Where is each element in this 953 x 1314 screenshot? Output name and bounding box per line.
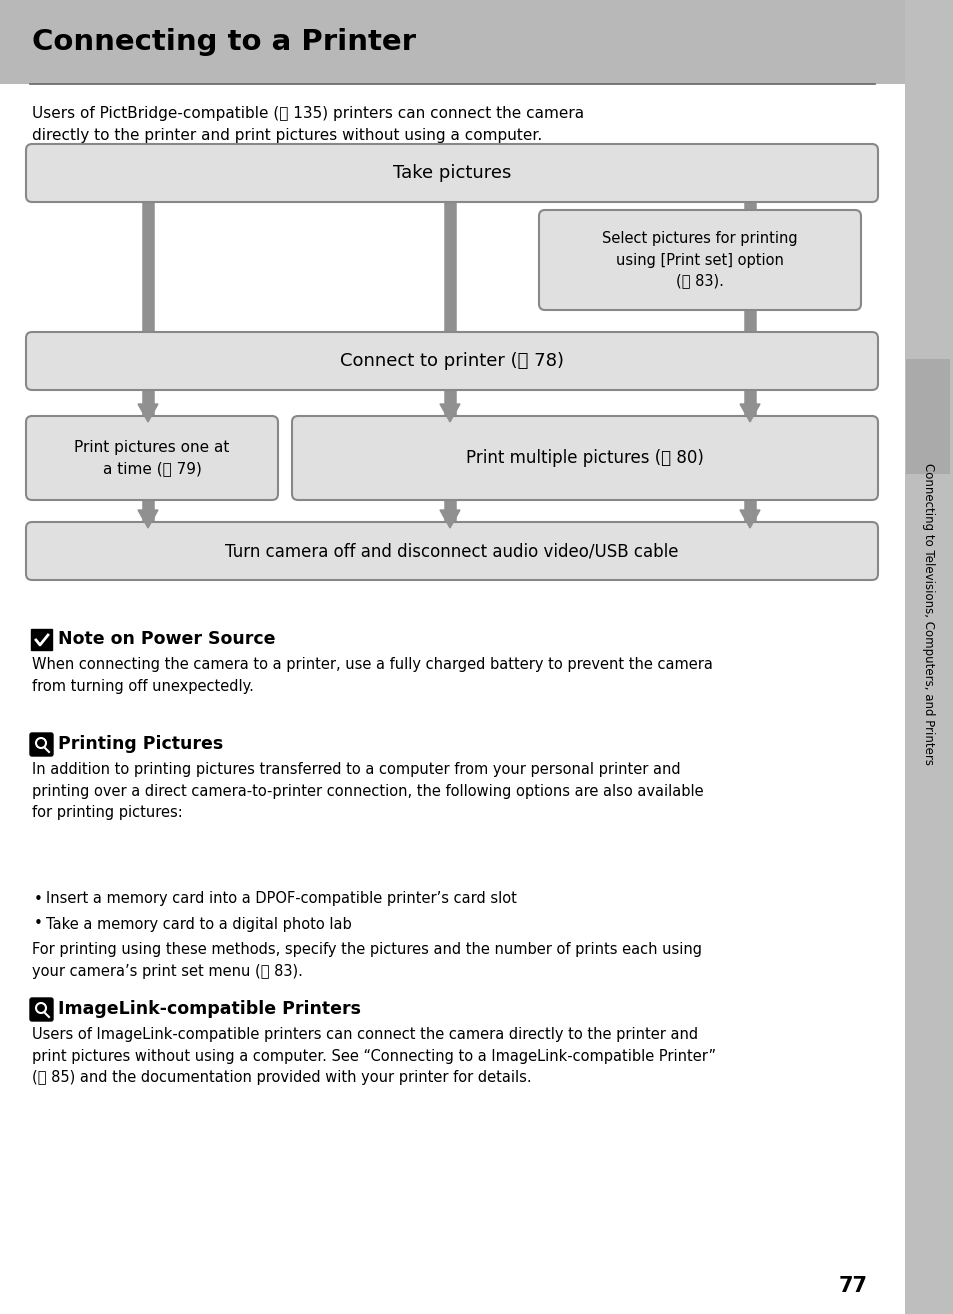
FancyBboxPatch shape: [905, 359, 949, 474]
Text: Select pictures for printing
using [Print set] option
(⓸ 83).: Select pictures for printing using [Prin…: [601, 231, 797, 289]
Polygon shape: [740, 510, 760, 528]
FancyBboxPatch shape: [30, 999, 53, 1021]
Text: Print multiple pictures (⓸ 80): Print multiple pictures (⓸ 80): [466, 449, 703, 466]
FancyBboxPatch shape: [0, 0, 904, 1314]
Text: Connect to printer (⓸ 78): Connect to printer (⓸ 78): [339, 352, 563, 371]
FancyBboxPatch shape: [0, 0, 904, 84]
FancyBboxPatch shape: [292, 417, 877, 501]
FancyBboxPatch shape: [904, 0, 953, 1314]
Text: Connecting to Televisions, Computers, and Printers: Connecting to Televisions, Computers, an…: [922, 463, 935, 765]
Text: Take pictures: Take pictures: [393, 164, 511, 183]
FancyBboxPatch shape: [538, 210, 861, 310]
Text: Take a memory card to a digital photo lab: Take a memory card to a digital photo la…: [46, 916, 352, 932]
Polygon shape: [138, 510, 158, 528]
Text: Note on Power Source: Note on Power Source: [58, 629, 275, 648]
FancyBboxPatch shape: [26, 417, 277, 501]
Text: For printing using these methods, specify the pictures and the number of prints : For printing using these methods, specif…: [32, 942, 701, 979]
Text: Printing Pictures: Printing Pictures: [58, 735, 223, 753]
FancyBboxPatch shape: [26, 332, 877, 390]
Text: Users of PictBridge-compatible (⓸ 135) printers can connect the camera
directly : Users of PictBridge-compatible (⓸ 135) p…: [32, 106, 583, 143]
Text: •: •: [33, 891, 42, 907]
FancyBboxPatch shape: [26, 145, 877, 202]
Polygon shape: [439, 510, 459, 528]
Text: Connecting to a Printer: Connecting to a Printer: [32, 28, 416, 57]
Text: In addition to printing pictures transferred to a computer from your personal pr: In addition to printing pictures transfe…: [32, 762, 703, 820]
FancyBboxPatch shape: [30, 629, 52, 650]
Text: 77: 77: [838, 1276, 867, 1296]
Text: When connecting the camera to a printer, use a fully charged battery to prevent : When connecting the camera to a printer,…: [32, 657, 712, 694]
Text: •: •: [33, 916, 42, 932]
Text: ImageLink-compatible Printers: ImageLink-compatible Printers: [58, 1000, 360, 1018]
Text: Turn camera off and disconnect audio video/USB cable: Turn camera off and disconnect audio vid…: [225, 541, 678, 560]
Polygon shape: [138, 403, 158, 422]
FancyBboxPatch shape: [30, 733, 53, 756]
Polygon shape: [439, 403, 459, 422]
Polygon shape: [740, 403, 760, 422]
Text: Insert a memory card into a DPOF-compatible printer’s card slot: Insert a memory card into a DPOF-compati…: [46, 891, 517, 907]
FancyBboxPatch shape: [26, 522, 877, 579]
Text: Print pictures one at
a time (⓸ 79): Print pictures one at a time (⓸ 79): [74, 440, 230, 476]
Text: Users of ImageLink-compatible printers can connect the camera directly to the pr: Users of ImageLink-compatible printers c…: [32, 1028, 716, 1085]
